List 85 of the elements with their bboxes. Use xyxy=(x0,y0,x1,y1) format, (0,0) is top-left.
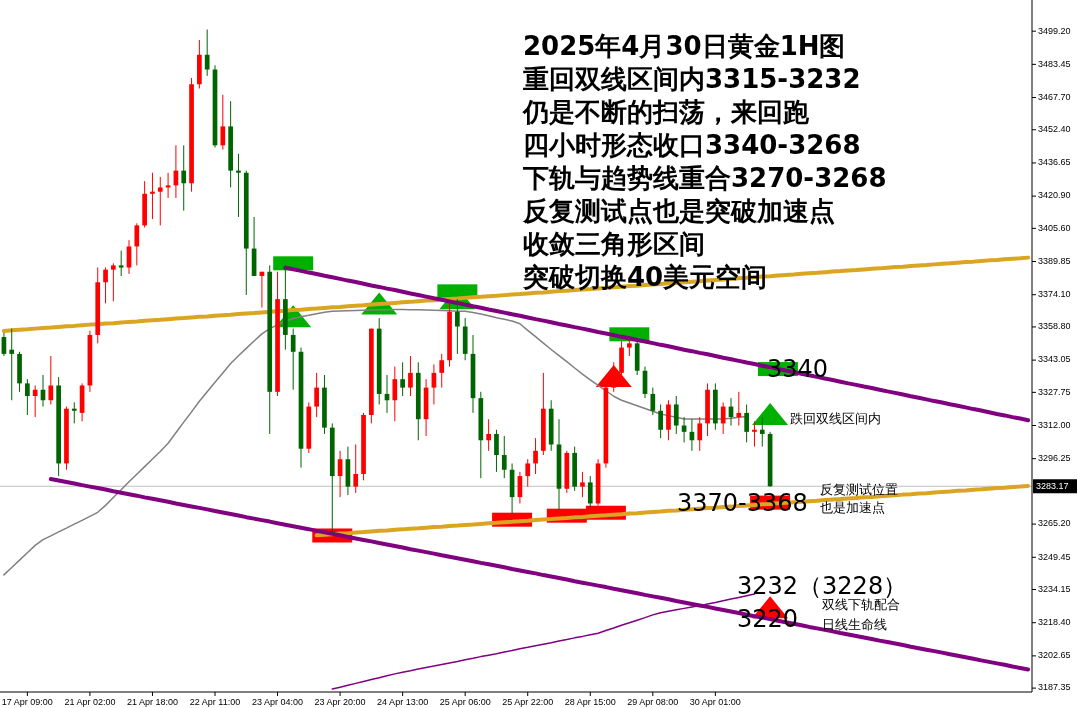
candlestick xyxy=(118,250,124,277)
candlestick xyxy=(736,391,742,427)
candlestick xyxy=(752,420,757,448)
candlestick xyxy=(25,378,30,416)
ref-line-label: 3283.17 xyxy=(1036,480,1069,491)
candlestick xyxy=(759,416,765,448)
annotation: 下轨与趋势线重合3270-3268 xyxy=(522,163,887,193)
x-tick-label: 25 Apr 06:00 xyxy=(439,697,491,707)
y-tick-label: 3187.35 xyxy=(1038,682,1071,693)
annotation: 四小时形态收口3340-3268 xyxy=(523,130,861,160)
y-tick-label: 3296.25 xyxy=(1038,453,1071,464)
y-tick-label: 3420.90 xyxy=(1038,190,1071,201)
annotation: 跌回双线区间内 xyxy=(790,410,881,426)
annotation: 3370-3368 xyxy=(677,489,808,517)
y-tick-label: 3202.65 xyxy=(1038,650,1071,661)
y-tick-label: 3467.70 xyxy=(1038,91,1071,102)
y-tick-label: 3343.05 xyxy=(1038,354,1071,365)
candlestick xyxy=(9,328,15,401)
x-tick-label: 25 Apr 22:00 xyxy=(502,697,554,707)
y-tick-label: 3312.00 xyxy=(1038,419,1071,430)
candlestick xyxy=(71,401,77,424)
annotation: 仍是不断的扫荡，来回跑 xyxy=(522,97,810,127)
candlestick xyxy=(486,418,491,452)
candlestick xyxy=(455,298,460,355)
y-tick-label: 3483.45 xyxy=(1038,58,1071,69)
x-tick-label: 29 Apr 08:00 xyxy=(627,697,679,707)
annotation: 重回双线区间内3315-3232 xyxy=(522,64,861,94)
x-tick-label: 17 Apr 09:00 xyxy=(1,697,53,707)
x-tick-label: 30 Apr 01:00 xyxy=(689,697,741,707)
y-tick-label: 3358.80 xyxy=(1038,321,1071,332)
annotation: 反复测试点也是突破加速点 xyxy=(522,196,835,226)
candlestick xyxy=(658,403,663,439)
candlestick xyxy=(501,435,507,479)
candlestick xyxy=(408,355,413,397)
y-tick-label: 3452.40 xyxy=(1038,124,1071,135)
x-tick-label: 28 Apr 15:00 xyxy=(564,697,616,707)
text: 2025年4月30日黄金1H图 xyxy=(523,31,846,61)
candlestick xyxy=(587,475,593,509)
y-tick-label: 3249.45 xyxy=(1038,551,1071,562)
annotation: 日线生命线 xyxy=(822,616,887,632)
candlestick xyxy=(48,355,54,405)
candlestick xyxy=(157,176,163,226)
candlestick xyxy=(181,144,187,212)
candlestick xyxy=(353,443,359,494)
annotation: 反复测试位置 xyxy=(820,481,898,497)
y-tick-label: 3405.60 xyxy=(1038,222,1071,233)
candlestick xyxy=(720,401,726,435)
annotation: 3340 xyxy=(767,355,829,383)
annotation: 收敛三角形区间 xyxy=(523,229,705,259)
x-tick-label: 22 Apr 11:00 xyxy=(189,697,241,707)
candlestick xyxy=(204,28,210,77)
candlestick xyxy=(314,372,319,418)
y-tick-label: 3234.15 xyxy=(1038,583,1071,594)
candlestick xyxy=(392,366,398,422)
y-tick-label: 3499.20 xyxy=(1038,25,1071,36)
candlestick xyxy=(533,437,538,475)
y-tick-label: 3265.20 xyxy=(1038,518,1071,529)
y-tick-label: 3374.10 xyxy=(1038,289,1071,300)
candlestick xyxy=(525,458,531,488)
candlestick xyxy=(400,361,405,397)
annotation: 也是加速点 xyxy=(820,499,885,515)
y-tick-label: 3436.65 xyxy=(1038,157,1071,168)
y-tick-label: 3218.40 xyxy=(1038,617,1071,628)
candlestick xyxy=(580,471,585,498)
candlestick xyxy=(650,387,656,416)
candlestick xyxy=(103,267,108,304)
candlestick xyxy=(494,429,499,473)
y-tick-label: 3327.75 xyxy=(1038,386,1071,397)
candlestick xyxy=(32,385,38,418)
candlestick xyxy=(439,353,445,389)
candlestick xyxy=(673,395,679,435)
x-tick-label: 23 Apr 04:00 xyxy=(252,697,304,707)
x-tick-label: 21 Apr 18:00 xyxy=(126,697,178,707)
candlestick xyxy=(150,172,155,220)
x-tick-label: 23 Apr 20:00 xyxy=(314,697,366,707)
x-tick-label: 21 Apr 02:00 xyxy=(64,697,116,707)
candlestick xyxy=(744,403,749,443)
candlestick xyxy=(111,262,116,302)
candlestick xyxy=(697,416,703,452)
candlestick xyxy=(290,328,296,391)
candlestick xyxy=(134,222,140,266)
candlestick xyxy=(220,94,226,151)
candlestick xyxy=(236,153,241,218)
x-tick-label: 24 Apr 13:00 xyxy=(377,697,429,707)
y-tick-label: 3389.85 xyxy=(1038,255,1071,266)
